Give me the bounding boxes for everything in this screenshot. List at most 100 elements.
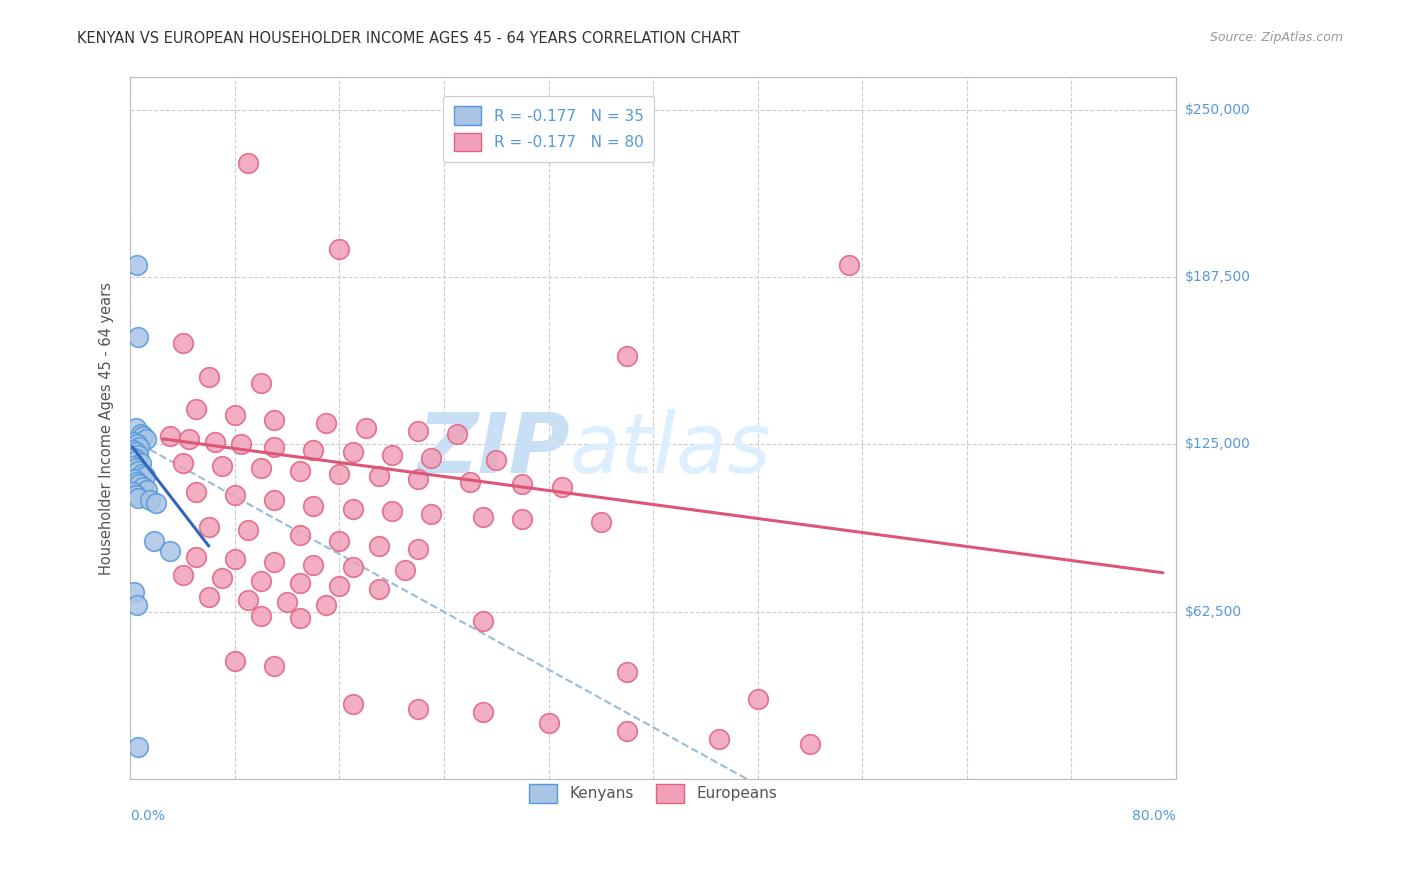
Point [328,242,350,256]
Legend: Kenyans, Europeans: Kenyans, Europeans [519,773,787,814]
Point [263,413,285,427]
Point [197,520,219,534]
Point [125,437,148,451]
Text: 80.0%: 80.0% [1132,809,1175,823]
Text: KENYAN VS EUROPEAN HOUSEHOLDER INCOME AGES 45 - 64 YEARS CORRELATION CHART: KENYAN VS EUROPEAN HOUSEHOLDER INCOME AG… [77,31,740,46]
Point [134,469,156,483]
Point [197,590,219,604]
Point [394,563,416,577]
Point [125,475,148,489]
Point [197,370,219,384]
Point [406,472,429,486]
Point [512,512,534,526]
Text: 0.0%: 0.0% [131,809,166,823]
Text: atlas: atlas [569,409,770,490]
Point [290,576,312,591]
Point [129,426,152,441]
Point [406,541,429,556]
Point [838,258,860,272]
Point [124,488,146,502]
Point [122,458,145,473]
Point [367,582,389,596]
Point [472,614,495,628]
Point [589,515,612,529]
Point [135,432,157,446]
Point [122,584,145,599]
Point [184,485,207,500]
Point [124,445,146,459]
Text: ZIP: ZIP [418,409,569,490]
Point [122,434,145,449]
Point [328,533,350,548]
Point [263,493,285,508]
Point [302,499,325,513]
Point [184,549,207,564]
Point [128,440,150,454]
Point [122,472,145,486]
Point [446,426,468,441]
Point [128,477,150,491]
Point [290,528,312,542]
Point [354,421,377,435]
Point [179,432,201,446]
Point [136,483,159,497]
Point [250,461,273,475]
Text: $125,000: $125,000 [1184,437,1250,451]
Text: Source: ZipAtlas.com: Source: ZipAtlas.com [1209,31,1343,45]
Point [184,402,207,417]
Point [129,456,152,470]
Point [381,448,404,462]
Point [367,469,389,483]
Point [302,558,325,572]
Point [125,598,148,612]
Point [263,555,285,569]
Point [263,659,285,673]
Point [236,156,259,170]
Point [159,544,181,558]
Point [172,568,194,582]
Point [342,445,364,459]
Y-axis label: Householder Income Ages 45 - 64 years: Householder Income Ages 45 - 64 years [100,282,114,574]
Point [342,697,364,711]
Point [224,654,246,668]
Point [512,477,534,491]
Point [747,691,769,706]
Point [420,507,443,521]
Point [406,702,429,716]
Point [485,453,508,467]
Point [127,491,149,505]
Point [131,467,153,481]
Point [290,611,312,625]
Point [290,464,312,478]
Point [315,598,337,612]
Point [328,467,350,481]
Point [537,715,560,730]
Point [367,539,389,553]
Point [616,349,638,363]
Point [172,456,194,470]
Point [551,480,574,494]
Text: $250,000: $250,000 [1184,103,1250,117]
Point [142,533,165,548]
Point [204,434,226,449]
Point [125,258,148,272]
Point [127,464,149,478]
Point [122,450,145,465]
Point [139,493,162,508]
Point [406,424,429,438]
Point [263,440,285,454]
Point [250,376,273,390]
Point [172,335,194,350]
Point [125,453,148,467]
Point [236,523,259,537]
Point [122,442,145,457]
Point [127,739,149,754]
Point [124,461,146,475]
Point [276,595,298,609]
Point [124,421,146,435]
Point [159,429,181,443]
Point [707,731,730,746]
Point [236,592,259,607]
Point [132,480,155,494]
Text: $62,500: $62,500 [1184,605,1241,618]
